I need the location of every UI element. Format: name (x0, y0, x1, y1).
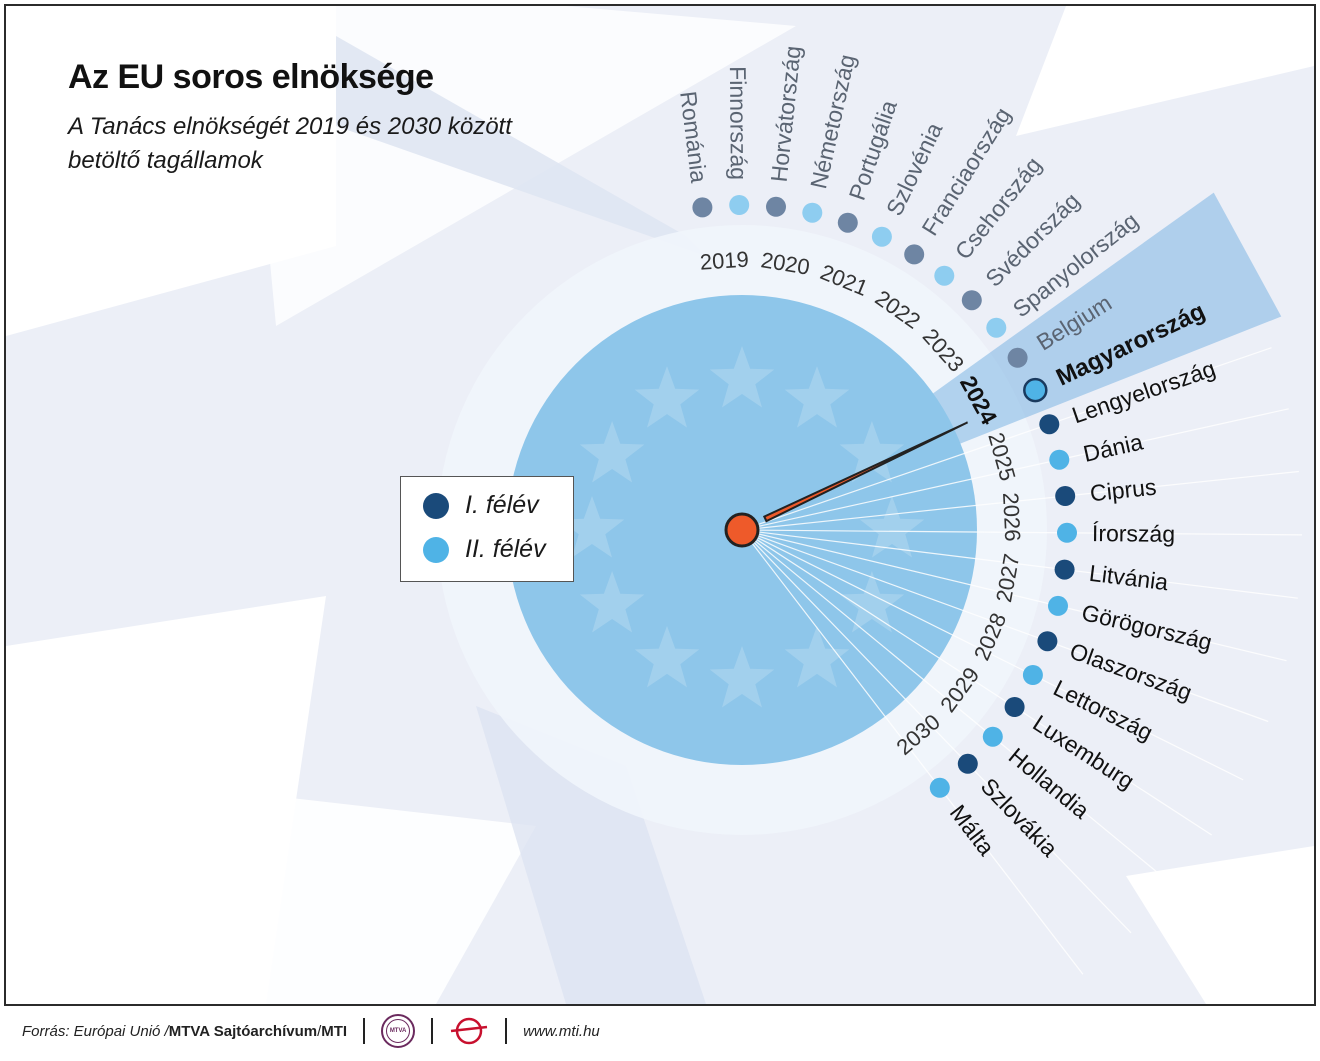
future-ray (741, 529, 1269, 723)
future-ray (741, 529, 1244, 781)
year-label: 2019 (699, 247, 750, 275)
presidency-dot (934, 265, 955, 286)
presidency-dot (1054, 559, 1075, 580)
legend-label-second-half: II. félév (465, 535, 546, 563)
future-ray (741, 529, 1175, 887)
country-label: Dánia (1081, 428, 1146, 466)
presidency-wheel: 2019 2020 20212022202320242025202620272028… (437, 45, 1303, 975)
legend-label-first-half: I. félév (465, 491, 539, 519)
presidency-dot (729, 195, 750, 215)
presidency-dot (1057, 522, 1077, 543)
mti-logo-icon (450, 1017, 488, 1045)
presidency-dot (871, 226, 892, 247)
legend-dot-first-half (423, 492, 449, 519)
eu-star (709, 646, 775, 708)
future-ray (741, 529, 1213, 836)
eu-star (839, 421, 905, 483)
presidency-dot (766, 196, 786, 217)
legend: I. félév II. félév (400, 476, 574, 582)
chart-subtitle: A Tanács elnökségét 2019 és 2030 között … (68, 113, 512, 174)
eu-star (634, 366, 700, 428)
eu-star (859, 496, 925, 558)
presidency-dot (982, 726, 1003, 747)
mtva-logo-text: MTVA (386, 1019, 411, 1043)
future-ray (741, 470, 1299, 531)
source-separator: / (317, 1022, 322, 1040)
presidency-dot (1007, 347, 1028, 368)
presidency-dot (692, 197, 713, 218)
eu-star (579, 571, 645, 633)
presidency-dot (1049, 449, 1070, 470)
presidency-dot (957, 753, 978, 774)
eu-star (559, 496, 625, 558)
future-ray (741, 529, 1084, 975)
presidency-dot (929, 777, 950, 798)
presidency-dot (1048, 595, 1068, 616)
footer: Forrás: Európai Unió / MTVA Sajtóarchívu… (22, 1014, 600, 1048)
presidency-dot (1037, 631, 1058, 652)
future-ray (741, 529, 1287, 662)
future-ray (741, 408, 1289, 531)
chart-title: Az EU soros elnöksége (68, 58, 434, 96)
mtva-logo-icon: MTVA (381, 1014, 416, 1048)
presidency-dot (802, 202, 823, 223)
eu-star (709, 346, 775, 408)
presidency-dot (1039, 414, 1060, 435)
country-label: Ciprus (1089, 474, 1158, 507)
presidency-dot (904, 244, 925, 265)
presidency-dot (986, 317, 1007, 338)
footer-divider (431, 1018, 434, 1044)
legend-item-first-half: I. félév (423, 491, 539, 520)
country-label: Finnország (725, 66, 752, 180)
bg-shape-bottom (126, 786, 536, 1004)
bg-shape-topright (1016, 6, 1314, 136)
pointer-hub (724, 512, 760, 548)
country-label: Írország (1092, 520, 1175, 547)
future-ray (741, 529, 1132, 934)
website-link[interactable]: www.mti.hu (523, 1022, 600, 1040)
background-shapes (6, 6, 1314, 1004)
bg-beam-lower (476, 706, 706, 1004)
presidency-dot (837, 212, 858, 233)
footer-divider (363, 1018, 366, 1044)
eu-star (634, 625, 700, 688)
footer-divider (505, 1018, 508, 1044)
future-ray (741, 529, 1303, 536)
infographic-panel: Az EU soros elnöksége A Tanács elnökségé… (4, 4, 1316, 1006)
country-label: Horvátország (766, 45, 806, 184)
current-pointer (762, 421, 969, 523)
eu-star (784, 625, 850, 688)
bg-shape-topleft (6, 6, 336, 336)
presidency-dot (1004, 697, 1025, 717)
source-archive: MTVA Sajtóarchívum (168, 1022, 318, 1040)
eu-star (839, 571, 905, 633)
future-ray (741, 347, 1272, 531)
eu-star (784, 366, 850, 428)
presidency-dot (1055, 486, 1076, 506)
legend-item-second-half: II. félév (423, 535, 546, 564)
year-label: 2026 (998, 492, 1025, 542)
legend-dot-second-half (423, 536, 449, 563)
source-mti: MTI (321, 1022, 348, 1040)
future-ray (741, 529, 1298, 599)
source-prefix: Forrás: Európai Unió / (22, 1022, 169, 1040)
current-year-highlight-band (929, 192, 1282, 446)
presidency-dot (1023, 377, 1048, 403)
country-label: Románia (675, 90, 712, 185)
country-label: Litvánia (1088, 560, 1170, 595)
presidency-dot (1022, 665, 1043, 685)
eu-star (579, 421, 645, 483)
bg-beam (336, 36, 706, 256)
country-label: Málta (945, 800, 1000, 861)
presidency-dot (961, 290, 982, 311)
